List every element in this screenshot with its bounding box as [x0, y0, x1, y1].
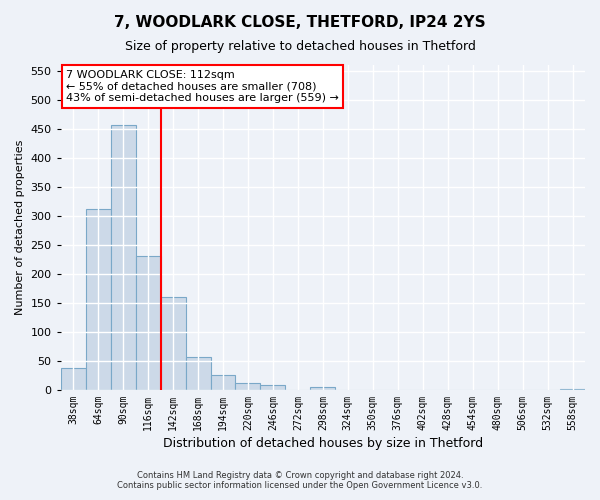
Text: 7 WOODLARK CLOSE: 112sqm
← 55% of detached houses are smaller (708)
43% of semi-: 7 WOODLARK CLOSE: 112sqm ← 55% of detach… [66, 70, 339, 103]
Bar [235, 383, 260, 390]
Text: 7, WOODLARK CLOSE, THETFORD, IP24 2YS: 7, WOODLARK CLOSE, THETFORD, IP24 2YS [114, 15, 486, 30]
Bar [260, 386, 286, 390]
X-axis label: Distribution of detached houses by size in Thetford: Distribution of detached houses by size … [163, 437, 483, 450]
Text: Size of property relative to detached houses in Thetford: Size of property relative to detached ho… [125, 40, 475, 53]
Bar [61, 368, 86, 390]
Bar [110, 126, 136, 390]
Bar [161, 297, 185, 390]
Text: Contains HM Land Registry data © Crown copyright and database right 2024.
Contai: Contains HM Land Registry data © Crown c… [118, 470, 482, 490]
Y-axis label: Number of detached properties: Number of detached properties [15, 140, 25, 315]
Bar [136, 256, 161, 390]
Bar [86, 210, 110, 390]
Bar [310, 387, 335, 390]
Bar [211, 375, 235, 390]
Bar [560, 389, 585, 390]
Bar [185, 357, 211, 390]
